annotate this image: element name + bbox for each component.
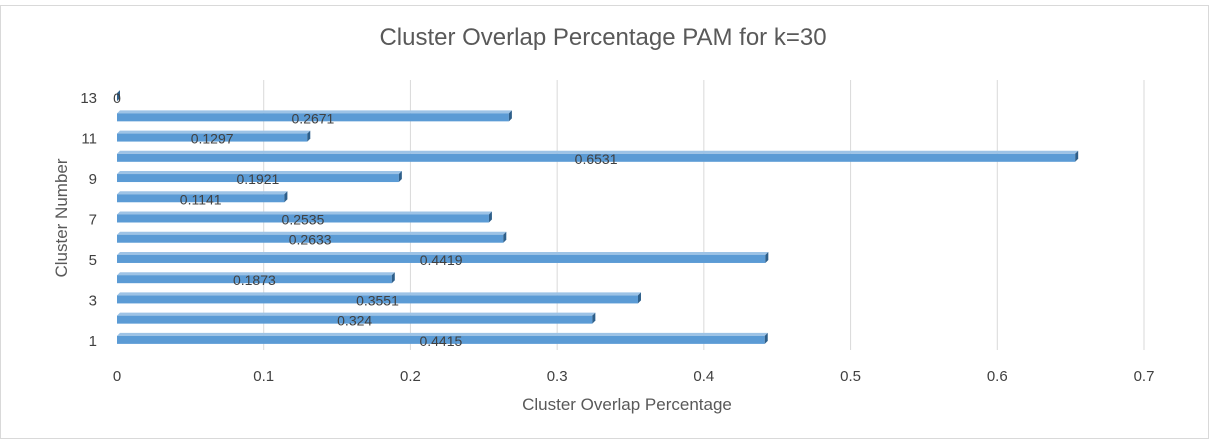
bar-top <box>117 272 395 276</box>
chart-frame <box>0 5 1209 439</box>
data-label: 0.4415 <box>419 333 462 349</box>
bar-top <box>117 150 1079 154</box>
x-tick-label: 0.7 <box>1134 368 1155 385</box>
y-tick-label: 13 <box>80 90 97 107</box>
x-axis-ticks: 0 0.1 0.2 0.3 0.4 0.5 0.6 0.7 <box>113 368 1155 385</box>
data-label: 0.1921 <box>237 171 280 187</box>
bar <box>117 251 769 263</box>
data-labels: 0.4415 0.324 0.3551 0.1873 0.4419 0.2633 0.253… <box>113 90 618 349</box>
y-tick-label: 1 <box>89 333 97 350</box>
bar-top <box>117 110 512 114</box>
data-label: 0.6531 <box>575 151 618 167</box>
bar-side <box>391 272 395 284</box>
bar <box>117 110 512 122</box>
x-tick-label: 0.3 <box>547 368 568 385</box>
bar <box>117 211 492 223</box>
data-label: 0.3551 <box>356 292 399 308</box>
bar <box>117 272 395 284</box>
bars <box>117 90 1079 344</box>
data-label: 0.2535 <box>282 212 325 228</box>
y-tick-label: 9 <box>89 171 97 188</box>
x-tick-label: 0.5 <box>840 368 861 385</box>
bar-side <box>592 312 596 324</box>
bar-front <box>117 234 504 243</box>
bar-front <box>117 214 489 223</box>
data-label: 0 <box>113 90 121 106</box>
chart-title: Cluster Overlap Percentage PAM for k=30 <box>379 24 826 51</box>
bar-side <box>764 332 768 344</box>
x-tick-label: 0.2 <box>400 368 421 385</box>
data-label: 0.1297 <box>191 131 234 147</box>
bar-front <box>117 174 399 183</box>
y-tick-label: 5 <box>89 252 97 269</box>
y-tick-label: 3 <box>89 292 97 309</box>
bar-front <box>117 254 766 263</box>
bar <box>117 292 641 304</box>
grid-lines <box>263 80 1145 350</box>
bar <box>117 130 311 142</box>
bar-top <box>117 312 596 316</box>
y-axis-title: Cluster Number <box>52 158 71 277</box>
bar-front <box>117 275 392 284</box>
bar <box>117 332 768 344</box>
x-tick-label: 0 <box>113 368 121 385</box>
bar <box>117 312 596 324</box>
bar-side <box>508 110 512 122</box>
bar-top <box>117 211 492 215</box>
bar <box>117 231 507 243</box>
bar-front <box>117 295 638 304</box>
bar <box>117 171 402 183</box>
bar <box>117 90 120 102</box>
bar-side <box>307 130 311 142</box>
y-tick-label: 11 <box>81 131 97 148</box>
x-tick-label: 0.4 <box>693 368 714 385</box>
bar-side <box>1075 150 1079 162</box>
bar-side <box>117 90 120 102</box>
x-tick-label: 0.6 <box>987 368 1008 385</box>
x-axis-title: Cluster Overlap Percentage <box>522 395 732 414</box>
bar-side <box>765 251 769 263</box>
bar-front <box>117 194 285 203</box>
data-label: 0.2671 <box>292 110 335 126</box>
bar-side <box>398 171 402 183</box>
bar-top <box>117 292 641 296</box>
bar-side <box>637 292 641 304</box>
bar-top <box>117 191 288 195</box>
bar-top <box>117 130 311 134</box>
bar-front <box>117 133 308 142</box>
bar-front <box>117 315 593 324</box>
y-tick-label: 7 <box>89 212 97 229</box>
bar-top <box>117 231 507 235</box>
bar-side <box>284 191 288 203</box>
bar-front <box>117 335 765 344</box>
bar-front <box>117 113 509 122</box>
data-label: 0.324 <box>337 313 372 329</box>
x-tick-label: 0.1 <box>253 368 274 385</box>
bar-top <box>117 332 768 336</box>
bar <box>117 191 288 203</box>
bar <box>117 150 1079 162</box>
bar-top <box>117 171 402 175</box>
bar-side <box>503 231 507 243</box>
data-label: 0.4419 <box>420 252 463 268</box>
bar-side <box>488 211 492 223</box>
bar-front <box>117 153 1076 162</box>
data-label: 0.1873 <box>233 272 276 288</box>
data-label: 0.2633 <box>289 232 332 248</box>
data-label: 0.1141 <box>180 191 222 207</box>
bar-top <box>117 251 769 255</box>
